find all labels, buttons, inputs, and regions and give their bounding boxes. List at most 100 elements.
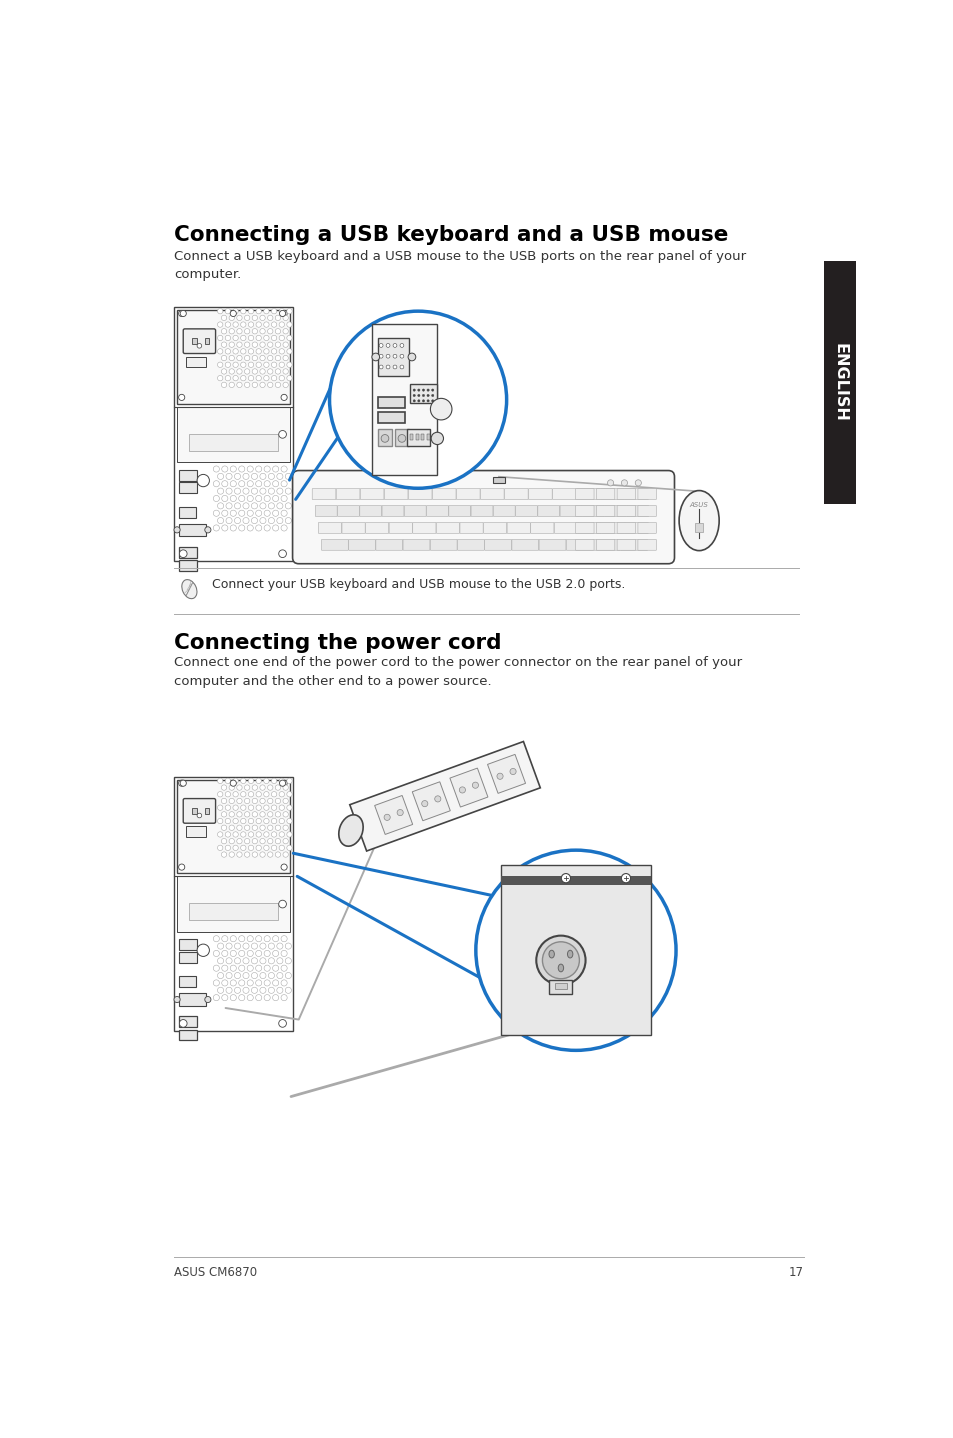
Circle shape <box>229 355 234 361</box>
Circle shape <box>226 958 232 963</box>
FancyBboxPatch shape <box>559 506 581 516</box>
Circle shape <box>217 518 223 523</box>
Circle shape <box>233 348 238 354</box>
FancyBboxPatch shape <box>359 506 381 516</box>
Circle shape <box>544 892 552 899</box>
Circle shape <box>221 328 227 334</box>
Circle shape <box>276 958 283 963</box>
Circle shape <box>604 938 612 946</box>
Circle shape <box>234 503 240 509</box>
Circle shape <box>229 811 234 817</box>
Circle shape <box>268 988 274 994</box>
Bar <box>177 311 290 404</box>
Circle shape <box>275 851 280 857</box>
Circle shape <box>229 851 234 857</box>
Circle shape <box>240 805 246 811</box>
Circle shape <box>238 965 245 971</box>
Circle shape <box>247 979 253 986</box>
Circle shape <box>279 362 284 368</box>
Circle shape <box>278 1020 286 1027</box>
Circle shape <box>273 995 278 1001</box>
Circle shape <box>588 929 596 936</box>
Circle shape <box>263 335 269 341</box>
Circle shape <box>283 315 288 321</box>
FancyBboxPatch shape <box>457 539 484 551</box>
Circle shape <box>229 383 234 388</box>
Circle shape <box>259 958 266 963</box>
Circle shape <box>276 503 283 509</box>
Circle shape <box>523 1004 531 1011</box>
Circle shape <box>620 910 628 917</box>
Circle shape <box>238 466 245 472</box>
Circle shape <box>422 400 424 403</box>
Circle shape <box>243 988 249 994</box>
Circle shape <box>598 910 606 917</box>
Text: Connect one end of the power cord to the power connector on the rear panel of yo: Connect one end of the power cord to the… <box>173 656 741 687</box>
Circle shape <box>221 466 228 472</box>
Polygon shape <box>375 795 413 834</box>
Circle shape <box>510 768 516 775</box>
Bar <box>695 523 702 532</box>
Circle shape <box>285 958 291 963</box>
Circle shape <box>252 315 257 321</box>
Circle shape <box>225 805 231 811</box>
Circle shape <box>225 348 231 354</box>
Circle shape <box>271 791 276 797</box>
Circle shape <box>539 938 547 946</box>
Circle shape <box>609 910 617 917</box>
Circle shape <box>247 480 253 487</box>
Circle shape <box>287 348 292 354</box>
FancyBboxPatch shape <box>617 489 635 499</box>
Circle shape <box>539 976 547 984</box>
Circle shape <box>259 972 266 979</box>
Circle shape <box>247 525 253 531</box>
Circle shape <box>279 779 285 787</box>
Text: Connecting a USB keyboard and a USB mouse: Connecting a USB keyboard and a USB mous… <box>173 224 727 244</box>
Circle shape <box>263 805 269 811</box>
Circle shape <box>556 929 563 936</box>
Circle shape <box>593 995 600 1002</box>
Circle shape <box>422 388 424 391</box>
Circle shape <box>276 988 283 994</box>
Circle shape <box>178 394 185 400</box>
Circle shape <box>273 525 278 531</box>
Circle shape <box>243 943 249 949</box>
Circle shape <box>240 846 246 850</box>
Circle shape <box>281 510 287 516</box>
Circle shape <box>588 985 596 992</box>
Circle shape <box>248 322 253 328</box>
Circle shape <box>593 976 600 984</box>
Circle shape <box>501 966 509 974</box>
Circle shape <box>620 892 628 899</box>
Circle shape <box>248 846 253 850</box>
Circle shape <box>225 831 231 837</box>
Circle shape <box>507 900 515 909</box>
Circle shape <box>560 919 568 928</box>
Circle shape <box>275 838 280 844</box>
Circle shape <box>267 383 273 388</box>
Circle shape <box>513 892 520 899</box>
Circle shape <box>582 958 590 965</box>
Circle shape <box>560 873 570 883</box>
Circle shape <box>234 988 240 994</box>
Circle shape <box>523 892 531 899</box>
Circle shape <box>221 496 228 502</box>
FancyBboxPatch shape <box>528 489 552 499</box>
Circle shape <box>378 365 383 370</box>
Circle shape <box>217 972 223 979</box>
Circle shape <box>276 473 283 479</box>
Circle shape <box>273 965 278 971</box>
Circle shape <box>593 958 600 965</box>
FancyBboxPatch shape <box>566 539 593 551</box>
Bar <box>178 1017 197 1027</box>
Circle shape <box>236 825 242 831</box>
Circle shape <box>259 988 266 994</box>
Ellipse shape <box>558 963 563 972</box>
Circle shape <box>271 322 276 328</box>
Circle shape <box>263 322 269 328</box>
Circle shape <box>225 335 231 341</box>
Circle shape <box>259 851 265 857</box>
Circle shape <box>243 503 249 509</box>
Circle shape <box>267 825 273 831</box>
Circle shape <box>259 328 265 334</box>
